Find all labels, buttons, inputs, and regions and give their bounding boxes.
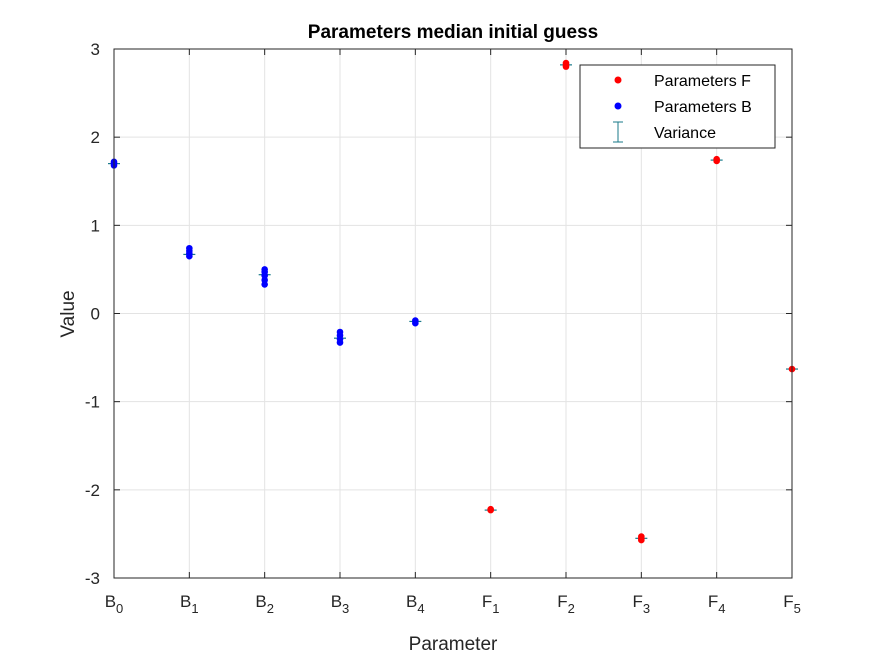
legend-label-parameters-f: Parameters F bbox=[654, 73, 751, 90]
legend: Parameters F Parameters B Variance bbox=[579, 64, 776, 149]
y-tick-label: 1 bbox=[91, 216, 100, 235]
y-tick-label: -3 bbox=[85, 569, 100, 588]
x-tick-label: B0 bbox=[105, 592, 124, 616]
data-point-parameters-f bbox=[487, 505, 494, 513]
y-tick-label: -1 bbox=[85, 393, 100, 412]
x-tick-label: F2 bbox=[557, 592, 575, 616]
x-tick-label: F4 bbox=[708, 592, 726, 616]
x-tick-label: B1 bbox=[180, 592, 199, 616]
x-tick-label: B2 bbox=[255, 592, 274, 616]
data-point-parameters-f bbox=[638, 533, 645, 540]
legend-label-variance: Variance bbox=[654, 125, 716, 142]
data-point-parameters-f bbox=[713, 155, 720, 163]
y-tick-label: 0 bbox=[91, 305, 100, 324]
legend-marker-parameters-b bbox=[614, 102, 622, 110]
legend-label-parameters-b: Parameters B bbox=[654, 99, 752, 116]
data-point-parameters-b bbox=[336, 328, 344, 336]
y-tick-label: 2 bbox=[91, 128, 100, 147]
x-axis-title: Parameter bbox=[409, 634, 498, 655]
y-tick-label: -2 bbox=[85, 481, 100, 500]
x-tick-label: F1 bbox=[482, 592, 500, 616]
x-tick-label: B3 bbox=[331, 592, 350, 616]
x-tick-label: F3 bbox=[633, 592, 651, 616]
x-tick-label: B4 bbox=[406, 592, 425, 616]
data-point-parameters-f bbox=[562, 59, 570, 67]
legend-marker-variance bbox=[613, 121, 623, 143]
y-axis-title: Value bbox=[58, 290, 79, 337]
chart-title: Parameters median initial guess bbox=[308, 22, 598, 43]
data-point-parameters-b bbox=[261, 266, 268, 273]
legend-box bbox=[579, 64, 776, 149]
x-tick-label: F5 bbox=[783, 592, 801, 616]
y-tick-label: 3 bbox=[91, 40, 100, 59]
data-point-parameters-b bbox=[186, 244, 193, 252]
axis-ticks: B0 B1 B2 B3 B4 F1 F2 F3 F4 F5 -3 -2 -1 0 1 2 3 bbox=[85, 40, 801, 616]
legend-marker-parameters-f bbox=[614, 76, 622, 84]
data-point-parameters-b bbox=[412, 317, 419, 324]
